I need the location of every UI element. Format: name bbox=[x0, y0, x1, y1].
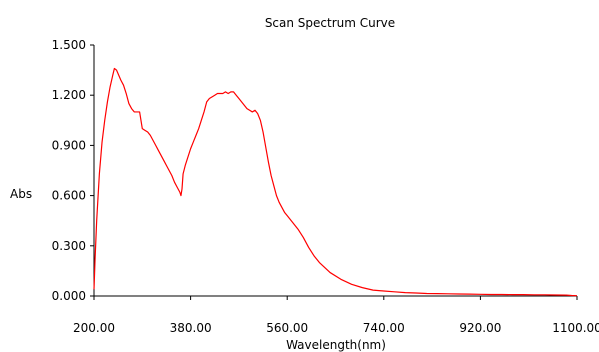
y-tick-label: 1.500 bbox=[52, 38, 86, 52]
x-tick-label: 200.00 bbox=[73, 321, 115, 335]
x-tick-label: 1100.00 bbox=[552, 321, 599, 335]
x-axis-ticks: 200.00 380.00 560.00 740.00 920.00 1100.00 bbox=[73, 296, 599, 335]
x-tick-label: 560.00 bbox=[266, 321, 308, 335]
x-tick-label: 380.00 bbox=[170, 321, 212, 335]
x-axis-label: Wavelength(nm) bbox=[286, 338, 386, 352]
y-tick-label: 1.200 bbox=[52, 88, 86, 102]
chart-axes bbox=[93, 45, 577, 297]
y-tick-label: 0.000 bbox=[52, 289, 86, 303]
y-tick-label: 0.900 bbox=[52, 138, 86, 152]
x-tick-label: 920.00 bbox=[459, 321, 501, 335]
y-axis-label: Abs bbox=[10, 187, 32, 201]
chart-title: Scan Spectrum Curve bbox=[265, 16, 395, 30]
y-axis-ticks: 0.000 0.300 0.600 0.900 1.200 1.500 bbox=[52, 38, 94, 303]
y-tick-label: 0.300 bbox=[52, 239, 86, 253]
y-tick-label: 0.600 bbox=[52, 189, 86, 203]
x-tick-label: 740.00 bbox=[363, 321, 405, 335]
series-layer bbox=[93, 67, 578, 297]
spectrum-line bbox=[93, 67, 578, 297]
